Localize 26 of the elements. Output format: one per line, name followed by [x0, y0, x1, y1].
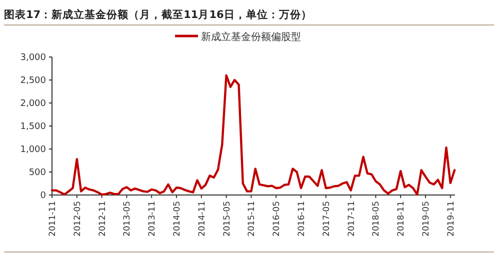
x-tick-label: 2018-11 — [396, 201, 407, 237]
x-tick-label: 2012-05 — [72, 201, 83, 237]
y-tick-label: 3,000 — [20, 53, 46, 64]
x-tick-label: 2016-11 — [296, 201, 307, 237]
x-tick-label: 2015-11 — [247, 201, 258, 237]
x-tick-label: 2019-11 — [446, 201, 456, 237]
x-tick-label: 2011-11 — [48, 201, 58, 237]
y-tick-label: 1,500 — [20, 122, 46, 132]
x-tick-label: 2019-05 — [421, 201, 432, 237]
x-tick-label: 2013-11 — [148, 201, 158, 237]
x-tick-label: 2014-05 — [172, 201, 182, 237]
legend-label: 新成立基金份额偏股型 — [201, 31, 301, 43]
x-tick-label: 2013-05 — [122, 201, 133, 237]
x-tick-label: 2017-05 — [322, 201, 332, 237]
y-tick-label: 2,000 — [20, 99, 46, 110]
chart-title: 图表17：新成立基金份额（月，截至11月16日，单位：万份） — [4, 8, 312, 21]
x-tick-label: 2016-05 — [272, 201, 282, 237]
x-tick-label: 2014-11 — [197, 201, 208, 237]
x-tick-label: 2015-05 — [222, 201, 232, 237]
y-tick-label: 500 — [28, 168, 46, 178]
x-tick-label: 2018-05 — [372, 201, 382, 237]
x-tick-label: 2012-11 — [98, 201, 108, 237]
y-tick-label: 0 — [40, 191, 46, 202]
x-tick-label: 2017-11 — [346, 201, 357, 237]
y-tick-label: 2,500 — [20, 76, 46, 86]
y-tick-label: 1,000 — [20, 145, 46, 156]
